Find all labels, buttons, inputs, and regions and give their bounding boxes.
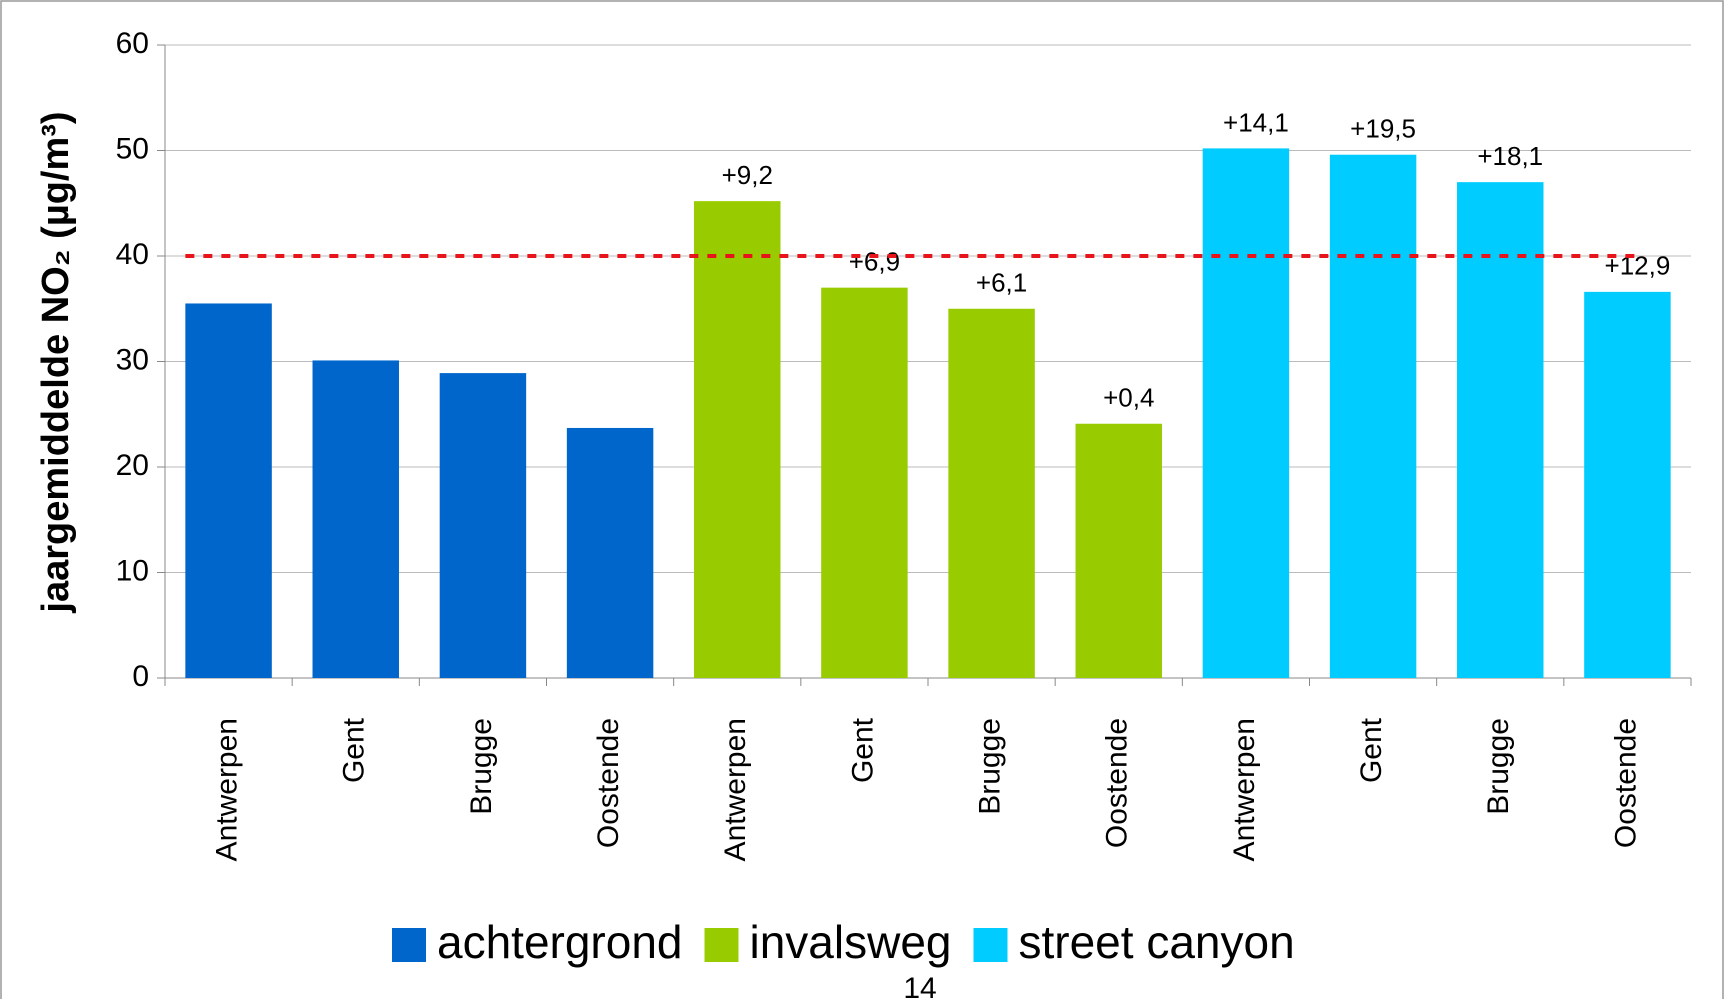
x-tick-label: Gent [338,717,371,783]
y-axis-label: jaargemiddelde NO₂ (µg/m³) [35,111,77,613]
bar [948,308,1035,678]
x-tick-label: Oostende [592,718,625,848]
annotation: +18,1 [1477,141,1543,171]
legend-swatch [704,928,739,962]
bar [312,360,399,678]
y-tick-label: 0 [132,660,149,693]
x-tick-label: Oostende [1609,718,1642,848]
annotation: +0,4 [1103,383,1154,413]
bar [1457,182,1544,678]
x-tick-label: Gent [1355,717,1388,783]
bar [1075,423,1162,678]
y-tick-label: 40 [116,238,149,271]
x-tick-label: Brugge [974,718,1007,815]
x-tick-label: Antwerpen [211,718,244,861]
bar [1584,291,1671,678]
legend-swatch [973,928,1008,962]
x-tick-label: Brugge [465,718,498,815]
bar [185,303,272,678]
y-tick-label: 20 [116,449,149,482]
legend-label: invalsweg [750,916,952,968]
annotation: +19,5 [1350,114,1416,144]
bar [694,201,781,678]
page-number: 14 [903,972,936,999]
legend-swatch [392,928,426,962]
bar [1202,148,1290,678]
x-tick-label: Oostende [1101,718,1134,848]
bar [1329,154,1417,679]
bar [821,287,908,678]
legend-label: achtergrond [437,916,683,968]
annotation: +6,1 [976,268,1027,298]
y-tick-label: 30 [116,343,149,376]
bar [566,427,654,678]
bar [439,373,527,678]
annotation: +6,9 [849,247,900,277]
x-tick-label: Gent [846,717,879,783]
annotation: +14,1 [1223,107,1289,137]
legend-label: street canyon [1019,916,1295,968]
y-tick-label: 60 [116,27,149,60]
y-tick-label: 50 [116,132,149,165]
x-tick-label: Antwerpen [1228,718,1261,861]
annotation: +9,2 [722,160,773,190]
x-tick-label: Antwerpen [719,718,752,861]
y-tick-label: 10 [116,554,149,587]
x-tick-label: Brugge [1482,718,1515,815]
